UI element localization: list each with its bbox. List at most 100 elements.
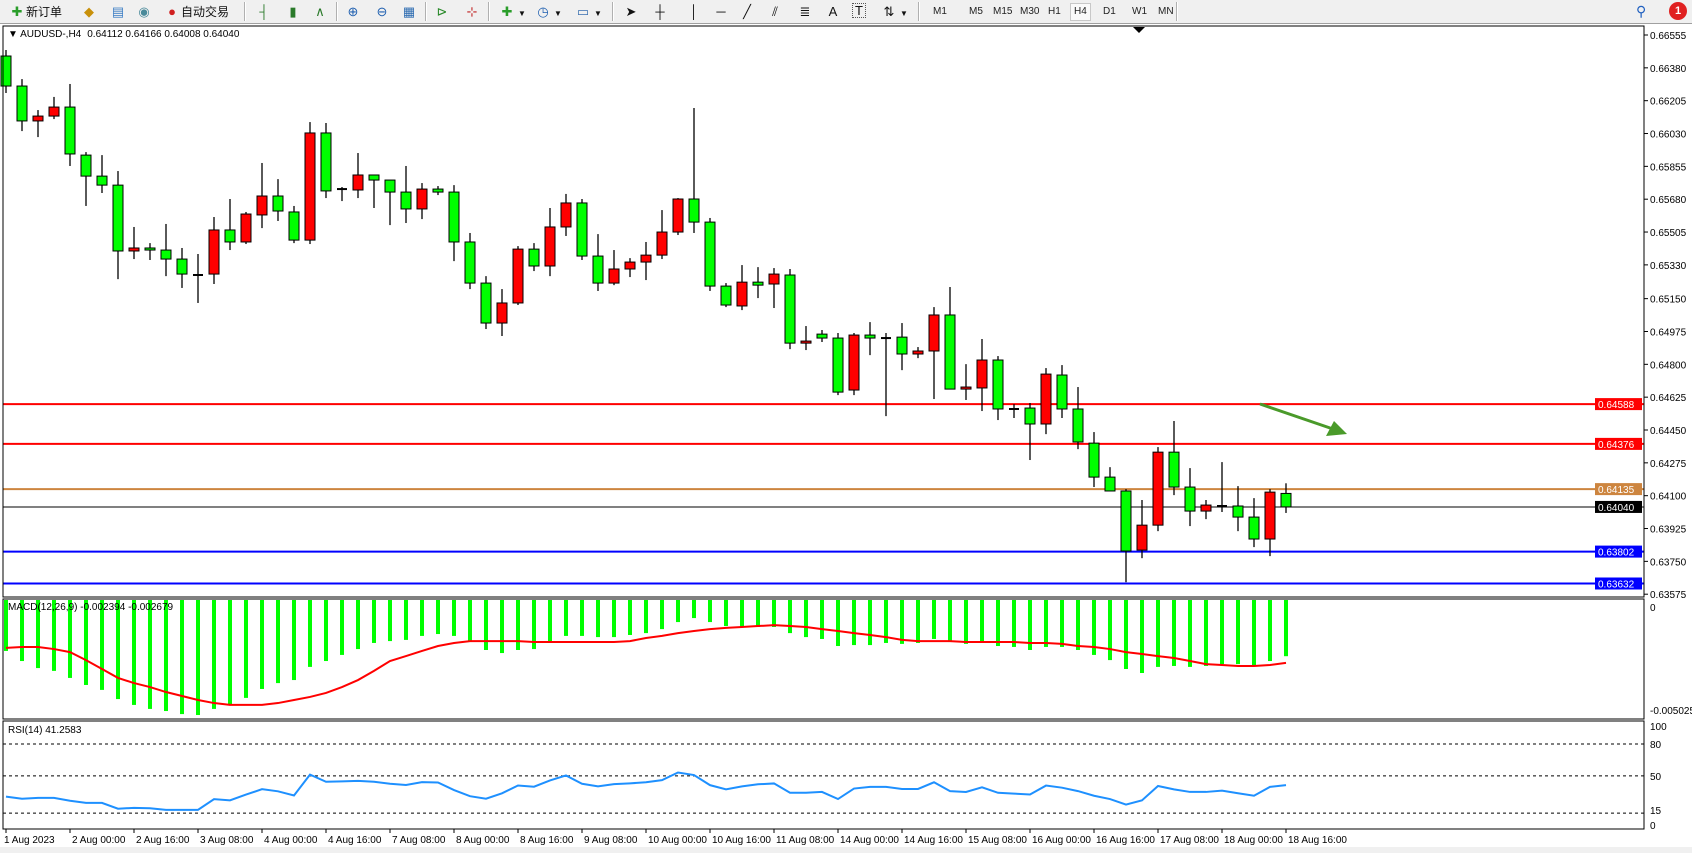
- channel-tool[interactable]: ⫽: [766, 3, 784, 20]
- candle: [337, 186, 347, 202]
- timeframe-m1[interactable]: M1: [933, 6, 947, 17]
- timeframe-mn[interactable]: MN: [1158, 6, 1174, 17]
- candle-body: [448, 191, 460, 243]
- macd-histogram-bar: [660, 600, 664, 630]
- macd-histogram-bar: [548, 600, 552, 643]
- arrow-head-icon: [1326, 421, 1347, 436]
- search-icon: ⚲: [1636, 3, 1647, 19]
- chevron-down-icon: ▼: [594, 9, 602, 18]
- zoom-out-button[interactable]: ⊖: [373, 3, 391, 20]
- auto-trading-button[interactable]: ● 自动交易: [163, 3, 229, 20]
- notification-badge[interactable]: 1: [1669, 2, 1687, 20]
- timeframe-d1[interactable]: D1: [1103, 6, 1116, 17]
- crosshair-tool[interactable]: ┼: [651, 3, 669, 20]
- time-axis-label: 10 Aug 00:00: [648, 835, 707, 846]
- macd-histogram-bar: [1188, 600, 1192, 667]
- auto-trading-icon: ●: [168, 4, 176, 19]
- candle: [624, 258, 636, 278]
- macd-histogram-bar: [148, 600, 152, 709]
- price-axis-label: 0.64625: [1650, 393, 1687, 404]
- signals-button[interactable]: ◉: [135, 3, 153, 20]
- candle: [176, 247, 188, 288]
- macd-histogram-bar: [884, 600, 888, 643]
- chart-shift-icon: ⊹: [466, 4, 478, 19]
- macd-label: MACD(12,26,9) -0.002394 -0.002679: [8, 602, 174, 613]
- candle: [688, 107, 700, 233]
- horizontal-line-tool[interactable]: ─: [712, 3, 730, 20]
- time-axis-label: 9 Aug 08:00: [584, 835, 638, 846]
- cursor-tool[interactable]: ➤: [622, 3, 640, 20]
- macd-histogram-bar: [292, 600, 296, 681]
- timeframe-m15[interactable]: M15: [993, 6, 1013, 17]
- candle: [1024, 402, 1036, 461]
- rsi-label: RSI(14) 41.2583: [8, 725, 82, 736]
- macd-histogram-bar: [628, 600, 632, 635]
- templates-button[interactable]: ▭ ▼: [574, 3, 602, 20]
- bar-chart-button[interactable]: ┤: [255, 3, 273, 20]
- time-axis-label: 15 Aug 08:00: [968, 835, 1027, 846]
- macd-histogram-bar: [372, 600, 376, 643]
- candle: [1009, 404, 1019, 418]
- candle-body: [96, 175, 108, 186]
- search-button[interactable]: ⚲: [1636, 3, 1646, 20]
- status-strip: [0, 847, 1692, 853]
- candle: [193, 253, 203, 303]
- candle: [1136, 499, 1148, 559]
- fibonacci-tool[interactable]: ≣: [796, 3, 814, 20]
- arrows-tool[interactable]: ⇅ ▼: [880, 3, 908, 20]
- macd-histogram-bar: [772, 600, 776, 627]
- trendline-tool[interactable]: ╱: [738, 3, 756, 20]
- candle: [1040, 368, 1052, 435]
- candle: [80, 152, 92, 206]
- timeframe-h1[interactable]: H1: [1048, 6, 1061, 17]
- candle-body: [64, 106, 76, 155]
- candlestick-chart-button[interactable]: ▮: [284, 3, 302, 20]
- periods-button[interactable]: ◷ ▼: [534, 3, 562, 20]
- price-line-label: 0.64135: [1598, 485, 1635, 496]
- candle: [592, 234, 604, 291]
- line-chart-button[interactable]: ∧: [311, 3, 329, 20]
- candle: [1184, 468, 1196, 527]
- macd-histogram-bar: [964, 600, 968, 644]
- candle-body: [608, 268, 620, 284]
- metaeditor-button[interactable]: ◆: [80, 3, 98, 20]
- new-order-button[interactable]: ✚ 新订单: [8, 3, 62, 20]
- text-tool[interactable]: A: [824, 3, 842, 20]
- macd-histogram-bar: [980, 600, 984, 643]
- candle-body: [624, 261, 636, 270]
- history-center-button[interactable]: ▤: [109, 3, 127, 20]
- candle: [448, 185, 460, 262]
- tile-windows-button[interactable]: ▦: [400, 3, 418, 20]
- timeframe-w1[interactable]: W1: [1132, 6, 1147, 17]
- indicators-icon: ✚: [501, 4, 513, 19]
- price-axis-label: 0.66205: [1650, 97, 1687, 108]
- toolbar-separator: [488, 2, 490, 21]
- chart-shift-button[interactable]: ⊹: [463, 3, 481, 20]
- candle-body: [800, 340, 812, 344]
- rsi-axis-label: 80: [1650, 740, 1662, 751]
- zoom-in-button[interactable]: ⊕: [344, 3, 362, 20]
- price-axis-label: 0.65680: [1650, 195, 1687, 206]
- macd-histogram-bar: [1012, 600, 1016, 647]
- candle-body: [464, 241, 476, 284]
- toolbar-separator: [1176, 2, 1178, 21]
- timeframe-m30[interactable]: M30: [1020, 6, 1040, 17]
- auto-scroll-button[interactable]: ⊳: [433, 3, 451, 20]
- indicators-button[interactable]: ✚ ▼: [498, 3, 526, 20]
- timeframe-h4[interactable]: H4: [1070, 3, 1091, 21]
- candle-body: [1280, 492, 1292, 508]
- new-order-icon: ✚: [11, 4, 23, 19]
- label-tool[interactable]: T: [852, 3, 866, 20]
- candle-body: [0, 55, 12, 87]
- macd-histogram-bar: [260, 600, 264, 689]
- candle: [928, 307, 940, 400]
- macd-histogram-bar: [180, 600, 184, 715]
- vertical-line-tool[interactable]: │: [685, 3, 703, 20]
- time-axis-label: 2 Aug 00:00: [72, 835, 126, 846]
- price-axis-label: 0.64450: [1650, 426, 1687, 437]
- price-line-label: 0.64588: [1598, 400, 1635, 411]
- toolbar-separator: [918, 2, 920, 21]
- timeframe-m5[interactable]: M5: [969, 6, 983, 17]
- macd-histogram-bar: [612, 600, 616, 638]
